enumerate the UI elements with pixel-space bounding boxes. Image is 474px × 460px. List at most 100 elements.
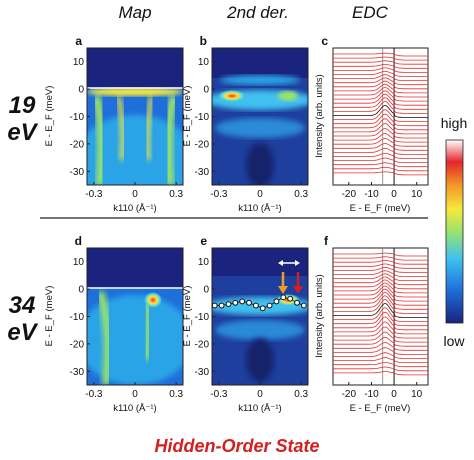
edc-curve bbox=[333, 118, 428, 131]
dispersion-point bbox=[246, 299, 252, 306]
edc-x-tick-label: -20 bbox=[342, 389, 357, 400]
row2-photon-energy-unit: eV bbox=[7, 319, 38, 346]
edc-curve bbox=[333, 60, 428, 65]
x-tick-label: 0 bbox=[132, 389, 138, 400]
x-tick-label: 0.3 bbox=[169, 189, 183, 200]
dispersion-point bbox=[225, 301, 232, 308]
edc-curve bbox=[333, 342, 428, 351]
y-tick-label: 10 bbox=[73, 257, 85, 268]
y-tick-label: -30 bbox=[195, 367, 210, 378]
dispersion-point bbox=[266, 302, 273, 309]
y-tick-label: -10 bbox=[70, 112, 85, 123]
double-arrow-heads-icon bbox=[278, 260, 300, 266]
panel-e-y-label: E - E_F (meV) bbox=[182, 286, 193, 347]
panel-c-frame bbox=[332, 47, 429, 186]
edc-curve bbox=[333, 336, 428, 347]
column-header-edc: EDC bbox=[352, 3, 389, 22]
edc-curve bbox=[333, 331, 428, 343]
y-tick-label: -10 bbox=[195, 312, 210, 323]
dispersion-point bbox=[294, 299, 300, 306]
edc-curve bbox=[333, 77, 428, 86]
edc-curve bbox=[333, 162, 428, 168]
y-tick-label: -20 bbox=[195, 339, 210, 350]
y-tick-label: 0 bbox=[203, 285, 209, 296]
edc-curve bbox=[333, 347, 428, 355]
y-tick-label: 0 bbox=[78, 285, 84, 296]
row2-photon-energy-value: 34 bbox=[9, 292, 36, 319]
edc-curve bbox=[333, 282, 428, 294]
panel-b-x-label: k110 (Å⁻¹) bbox=[238, 203, 281, 214]
panel-a-x-label: k110 (Å⁻¹) bbox=[113, 203, 156, 214]
edc-curve bbox=[333, 263, 428, 269]
edc-x-tick-label: 10 bbox=[411, 189, 423, 200]
y-tick-label: -20 bbox=[70, 139, 85, 150]
edc-x-tick-label: -10 bbox=[364, 389, 379, 400]
column-header-2nd-der: 2nd der. bbox=[226, 3, 289, 22]
edc-curve bbox=[333, 56, 428, 61]
dispersion-point bbox=[211, 302, 218, 309]
x-tick-label: -0.3 bbox=[210, 389, 228, 400]
edc-curve bbox=[333, 83, 428, 94]
panel-d-y-label: E - E_F (meV) bbox=[44, 286, 55, 347]
y-tick-label: -20 bbox=[70, 339, 85, 350]
panel-c-edc-curves bbox=[333, 48, 428, 185]
panel-label-d: d bbox=[75, 234, 82, 248]
edc-curve bbox=[333, 74, 428, 81]
panel-f-x-label: E - E_F (meV) bbox=[350, 403, 411, 414]
panel-b-heatmap bbox=[212, 48, 308, 185]
dispersion-point bbox=[252, 302, 259, 309]
edc-curve bbox=[333, 93, 428, 106]
edc-curve bbox=[333, 362, 428, 368]
panel-e-heatmap bbox=[212, 248, 308, 385]
y-tick-label: -10 bbox=[70, 312, 85, 323]
edc-curve bbox=[333, 138, 428, 147]
panel-a-heatmap bbox=[87, 48, 183, 185]
x-tick-label: 0.3 bbox=[169, 389, 183, 400]
edc-curve bbox=[333, 113, 428, 127]
dispersion-point bbox=[287, 295, 294, 302]
panel-label-e: e bbox=[200, 234, 207, 248]
y-tick-label: 0 bbox=[78, 85, 84, 96]
edc-curve bbox=[333, 105, 428, 118]
y-tick-label: 0 bbox=[203, 85, 209, 96]
edc-x-tick-label: -10 bbox=[364, 189, 379, 200]
x-tick-label: -0.3 bbox=[85, 189, 103, 200]
edc-curve bbox=[333, 352, 428, 359]
edc-curve bbox=[333, 276, 428, 286]
orange-arrow-icon bbox=[278, 286, 288, 294]
panel-f-y-label: Intensity (arb. units) bbox=[314, 274, 325, 357]
edc-curve bbox=[333, 70, 428, 77]
edc-curve bbox=[333, 270, 428, 277]
edc-curve bbox=[333, 87, 428, 98]
dispersion-point bbox=[239, 298, 246, 305]
colorbar-high-label: high bbox=[441, 115, 467, 131]
panel-label-f: f bbox=[324, 234, 329, 248]
edc-curve bbox=[333, 133, 428, 143]
dispersion-point bbox=[300, 302, 307, 309]
edc-curve bbox=[333, 109, 428, 122]
edc-curve bbox=[333, 299, 428, 314]
x-tick-label: 0.3 bbox=[294, 189, 308, 200]
edc-curve bbox=[333, 259, 428, 265]
edc-curve bbox=[333, 273, 428, 281]
edc-curve bbox=[333, 166, 428, 172]
edc-curve bbox=[333, 288, 428, 302]
y-tick-label: -10 bbox=[195, 112, 210, 123]
edc-curve bbox=[333, 128, 428, 139]
y-tick-label: 10 bbox=[73, 57, 85, 68]
y-tick-label: 10 bbox=[198, 57, 210, 68]
panel-b-y-label: E - E_F (meV) bbox=[182, 86, 193, 147]
edc-curve bbox=[333, 152, 428, 159]
panel-f-edc-curves bbox=[333, 248, 428, 385]
edc-curve bbox=[333, 80, 428, 90]
edc-curve bbox=[333, 316, 428, 331]
row1-photon-energy-unit: eV bbox=[7, 119, 38, 146]
edc-curve bbox=[333, 171, 428, 176]
edc-curve bbox=[333, 157, 428, 163]
x-tick-label: -0.3 bbox=[210, 189, 228, 200]
panel-c-x-label: E - E_F (meV) bbox=[350, 203, 411, 214]
figure-state-title: Hidden-Order State bbox=[154, 436, 319, 456]
panel-c-y-label: Intensity (arb. units) bbox=[314, 74, 325, 157]
